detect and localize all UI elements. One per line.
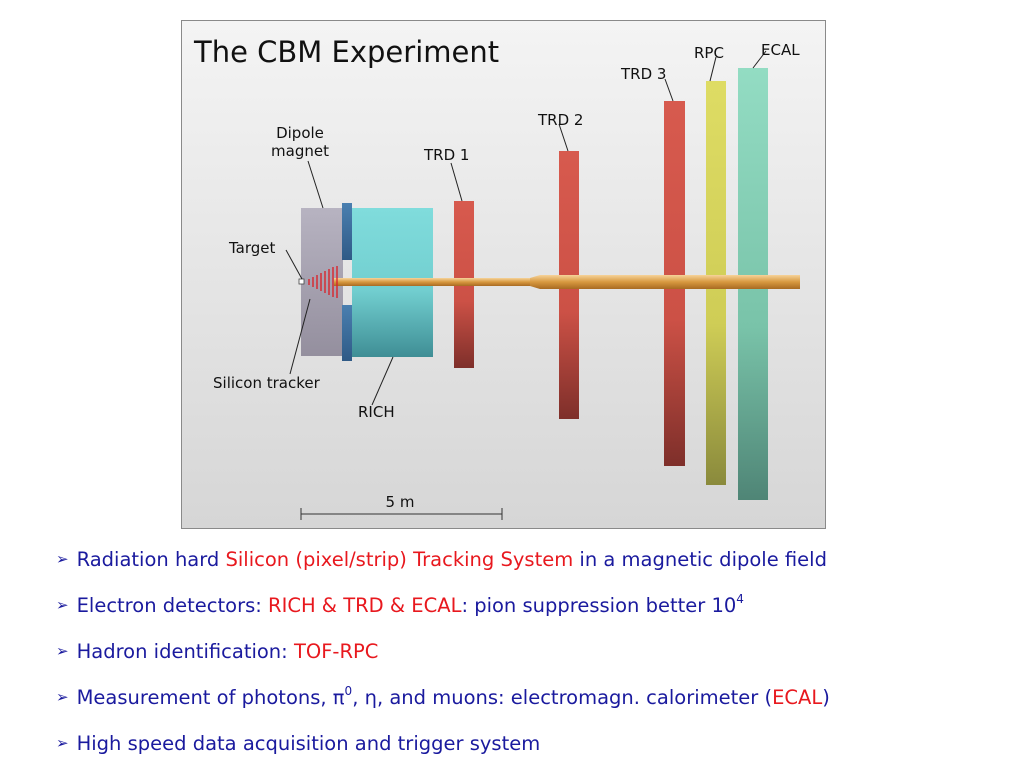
label-rich: RICH (358, 403, 395, 421)
bullet-highlight: TOF-RPC (293, 640, 379, 663)
label-silicon-tracker: Silicon tracker (213, 374, 321, 392)
scale-bar (300, 508, 503, 520)
beam-pipe-narrow (334, 278, 530, 286)
cbm-diagram-svg: The CBM Experiment (182, 21, 825, 528)
scale-bar-label: 5 m (386, 493, 415, 511)
bullet-highlight: Silicon (pixel/strip) Tracking System (225, 548, 574, 571)
bullet-text: Electron detectors: (76, 594, 269, 617)
beam-pipe-wide (530, 275, 800, 289)
label-rpc: RPC (694, 44, 724, 62)
bullet-superscript: 4 (736, 592, 744, 606)
cbm-diagram: The CBM Experiment (181, 20, 826, 529)
silicon-tracker-stations (308, 266, 338, 298)
label-ecal: ECAL (761, 41, 800, 59)
bullet-text: Hadron identification: (76, 640, 294, 663)
label-trd2: TRD 2 (537, 111, 583, 129)
label-trd1: TRD 1 (423, 146, 469, 164)
bullet-electron-detectors: ➢ Electron detectors: RICH & TRD & ECAL: … (56, 584, 1024, 630)
label-target: Target (228, 239, 276, 257)
magnet-coil-top (342, 203, 352, 260)
bullet-highlight: ECAL (772, 686, 823, 709)
bullet-arrow-icon: ➢ (56, 688, 69, 706)
bullet-highlight: RICH & TRD & ECAL (268, 594, 462, 617)
bullet-text: Radiation hard (76, 548, 226, 571)
target-marker (298, 278, 305, 285)
bullet-silicon-tracking: ➢ Radiation hard Silicon (pixel/strip) Tr… (56, 538, 1024, 584)
diagram-title: The CBM Experiment (193, 35, 499, 69)
bullet-text: , η, and muons: electromagn. calorimeter… (352, 686, 773, 709)
bullet-text: in a magnetic dipole field (573, 548, 827, 571)
bullet-arrow-icon: ➢ (56, 550, 69, 568)
bullet-arrow-icon: ➢ (56, 596, 69, 614)
leader-lines (285, 50, 767, 406)
label-trd3: TRD 3 (620, 65, 666, 83)
bullet-superscript: 0 (344, 684, 353, 698)
diagram-background (182, 21, 825, 528)
label-dipole-line1: Dipole (276, 124, 324, 142)
bullet-hadron-identification: ➢ Hadron identification: TOF-RPC (56, 630, 1024, 676)
bullet-text: High speed data acquisition and trigger … (76, 732, 541, 755)
magnet-coil-bottom (342, 305, 352, 361)
label-dipole-line2: magnet (271, 142, 329, 160)
feature-list: ➢ Radiation hard Silicon (pixel/strip) Tr… (56, 538, 1024, 768)
bullet-text: ) (822, 686, 830, 709)
bullet-arrow-icon: ➢ (56, 642, 69, 660)
bullet-text: : pion suppression better 10 (461, 594, 737, 617)
bullet-arrow-icon: ➢ (56, 734, 69, 752)
bullet-photon-measurement: ➢ Measurement of photons, π0, η, and muon… (56, 676, 1024, 722)
bullet-text: Measurement of photons, π (76, 686, 345, 709)
bullet-data-acquisition: ➢ High speed data acquisition and trigger… (56, 722, 1024, 768)
